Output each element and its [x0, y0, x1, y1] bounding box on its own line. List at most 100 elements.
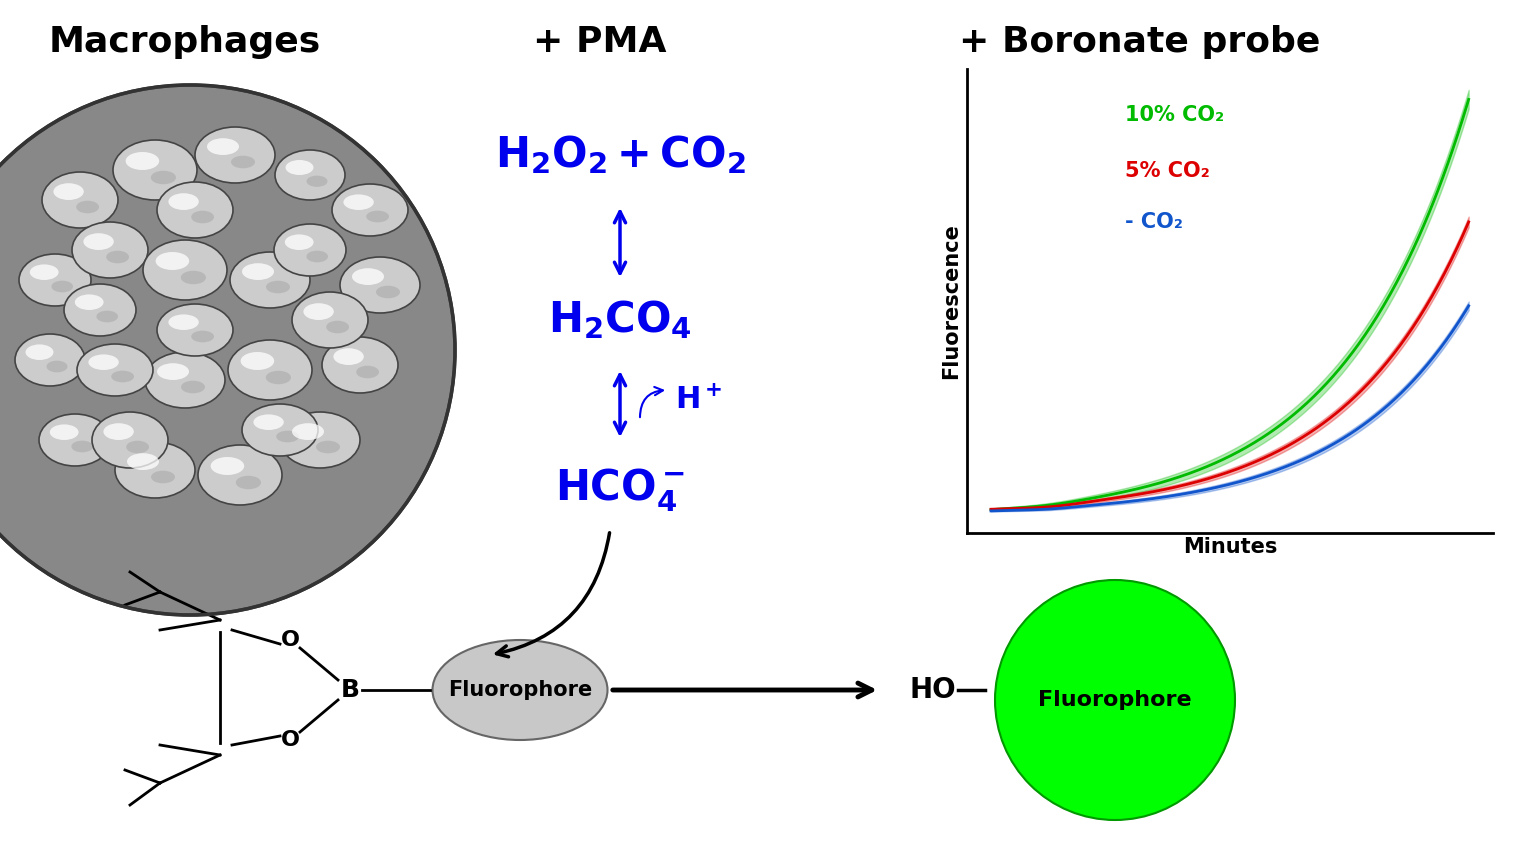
- Ellipse shape: [228, 340, 312, 400]
- Ellipse shape: [292, 423, 324, 440]
- Ellipse shape: [84, 233, 114, 250]
- Ellipse shape: [91, 412, 168, 468]
- Ellipse shape: [267, 281, 289, 293]
- Ellipse shape: [276, 150, 346, 200]
- Ellipse shape: [236, 476, 260, 490]
- Ellipse shape: [267, 371, 291, 384]
- Ellipse shape: [72, 441, 93, 453]
- Ellipse shape: [321, 337, 398, 393]
- Ellipse shape: [151, 171, 177, 184]
- Ellipse shape: [52, 281, 73, 292]
- X-axis label: Minutes: Minutes: [1183, 537, 1276, 557]
- Ellipse shape: [274, 224, 346, 276]
- Ellipse shape: [230, 252, 311, 308]
- Ellipse shape: [253, 414, 283, 430]
- Text: $\mathbf{HCO_4^-}$: $\mathbf{HCO_4^-}$: [554, 466, 685, 514]
- Text: O: O: [280, 730, 300, 750]
- Text: HO: HO: [911, 676, 956, 704]
- Y-axis label: Fluorescence: Fluorescence: [941, 222, 961, 379]
- Ellipse shape: [40, 414, 111, 466]
- Ellipse shape: [334, 348, 364, 365]
- Ellipse shape: [116, 442, 195, 498]
- Ellipse shape: [143, 240, 227, 300]
- Ellipse shape: [145, 352, 225, 408]
- Ellipse shape: [72, 222, 148, 278]
- Text: Macrophages: Macrophages: [49, 25, 321, 59]
- Text: $\mathbf{H_2CO_4}$: $\mathbf{H_2CO_4}$: [548, 299, 691, 341]
- Ellipse shape: [15, 334, 85, 386]
- Ellipse shape: [192, 210, 215, 223]
- Ellipse shape: [181, 271, 206, 284]
- Ellipse shape: [306, 175, 327, 187]
- Ellipse shape: [332, 184, 408, 236]
- Circle shape: [0, 85, 455, 615]
- Ellipse shape: [326, 320, 349, 333]
- Ellipse shape: [376, 286, 401, 298]
- Ellipse shape: [231, 155, 254, 168]
- Ellipse shape: [195, 127, 276, 183]
- Ellipse shape: [47, 361, 67, 372]
- Text: O: O: [280, 630, 300, 650]
- Ellipse shape: [125, 152, 160, 170]
- Text: 10% CO₂: 10% CO₂: [1124, 105, 1224, 125]
- Ellipse shape: [107, 251, 129, 264]
- Text: B: B: [341, 678, 359, 702]
- Ellipse shape: [43, 172, 117, 228]
- Ellipse shape: [366, 210, 388, 222]
- Ellipse shape: [340, 257, 420, 313]
- Ellipse shape: [242, 263, 274, 280]
- Ellipse shape: [207, 138, 239, 155]
- Ellipse shape: [18, 254, 91, 306]
- Ellipse shape: [76, 201, 99, 213]
- Ellipse shape: [192, 331, 215, 343]
- Ellipse shape: [343, 194, 373, 210]
- Ellipse shape: [30, 265, 58, 280]
- Text: + Boronate probe: + Boronate probe: [959, 25, 1320, 59]
- Ellipse shape: [155, 252, 189, 270]
- Ellipse shape: [126, 441, 149, 454]
- Ellipse shape: [280, 412, 359, 468]
- FancyArrowPatch shape: [496, 533, 609, 657]
- Ellipse shape: [126, 454, 158, 470]
- Ellipse shape: [104, 423, 134, 440]
- Text: - CO₂: - CO₂: [1124, 212, 1183, 232]
- Ellipse shape: [64, 284, 136, 336]
- Ellipse shape: [356, 366, 379, 378]
- Ellipse shape: [26, 344, 53, 360]
- Ellipse shape: [157, 304, 233, 356]
- Ellipse shape: [151, 471, 175, 484]
- Ellipse shape: [169, 314, 200, 330]
- Ellipse shape: [241, 352, 274, 370]
- Ellipse shape: [276, 430, 299, 442]
- Ellipse shape: [198, 445, 282, 505]
- Ellipse shape: [181, 381, 206, 393]
- Ellipse shape: [96, 311, 117, 322]
- Ellipse shape: [88, 355, 119, 370]
- Ellipse shape: [75, 295, 104, 310]
- Ellipse shape: [169, 193, 200, 210]
- Text: 5% CO₂: 5% CO₂: [1124, 161, 1209, 180]
- Ellipse shape: [157, 363, 189, 380]
- Ellipse shape: [315, 441, 340, 454]
- Ellipse shape: [157, 182, 233, 238]
- Ellipse shape: [303, 303, 334, 320]
- Text: Fluorophore: Fluorophore: [448, 680, 592, 700]
- Ellipse shape: [78, 344, 152, 396]
- Text: + PMA: + PMA: [533, 25, 667, 59]
- Ellipse shape: [285, 160, 314, 175]
- Ellipse shape: [242, 404, 318, 456]
- Text: $\mathbf{H_2O_2 + CO_2}$: $\mathbf{H_2O_2 + CO_2}$: [495, 133, 745, 176]
- Ellipse shape: [306, 251, 327, 262]
- Ellipse shape: [113, 140, 196, 200]
- Ellipse shape: [292, 292, 369, 348]
- Ellipse shape: [53, 183, 84, 200]
- Ellipse shape: [210, 457, 244, 475]
- Ellipse shape: [433, 640, 608, 740]
- Ellipse shape: [285, 235, 314, 250]
- Ellipse shape: [50, 424, 79, 440]
- Ellipse shape: [352, 268, 384, 285]
- Text: $\mathbf{H^+}$: $\mathbf{H^+}$: [675, 386, 722, 415]
- Ellipse shape: [111, 370, 134, 382]
- Text: Fluorophore: Fluorophore: [1039, 690, 1193, 710]
- Circle shape: [995, 580, 1235, 820]
